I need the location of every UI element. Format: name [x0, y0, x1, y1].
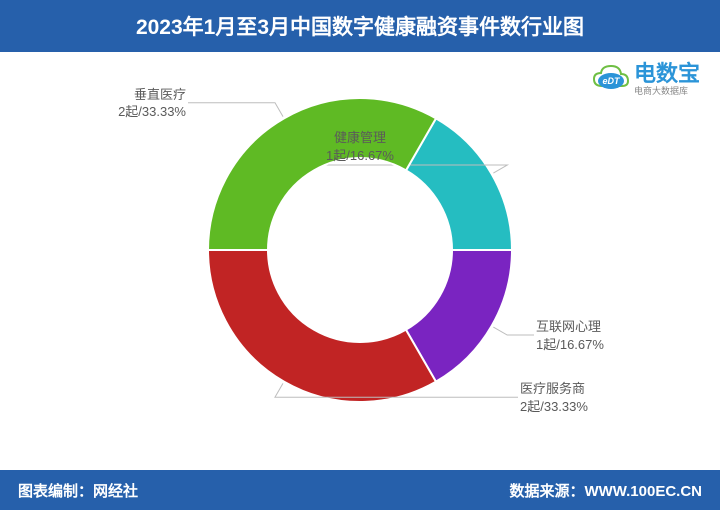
chart-title: 2023年1月至3月中国数字健康融资事件数行业图 — [136, 11, 584, 41]
donut-slice — [208, 98, 436, 250]
logo-cloud-icon: eDT — [590, 62, 630, 96]
slice-name: 健康管理 — [0, 129, 720, 147]
leader-line — [188, 103, 283, 117]
footer-right-label: 数据来源： — [509, 483, 584, 500]
slice-value: 2起/33.33% — [520, 398, 588, 416]
logo-main-text: 电数宝 — [634, 63, 700, 85]
footer-left-value: 网经社 — [93, 483, 138, 500]
brand-logo: eDT 电数宝 电商大数据库 — [590, 62, 700, 96]
svg-text:eDT: eDT — [602, 76, 621, 86]
slice-label: 健康管理1起/16.67% — [0, 129, 720, 164]
donut-slice — [208, 250, 436, 402]
slice-label: 医疗服务商2起/33.33% — [520, 380, 588, 415]
footer-left: 图表编制：网经社 — [18, 480, 138, 501]
footer-right: 数据来源：WWW.100EC.CN — [509, 480, 702, 501]
slice-label: 互联网心理1起/16.67% — [536, 318, 604, 353]
slice-value: 1起/16.67% — [0, 147, 720, 165]
footer-right-value: WWW.100EC.CN — [584, 483, 702, 500]
leader-line — [493, 327, 534, 335]
slice-label: 垂直医疗2起/33.33% — [118, 86, 186, 121]
slice-value: 2起/33.33% — [118, 103, 186, 121]
logo-text-block: 电数宝 电商大数据库 — [634, 63, 700, 96]
footer-bar: 图表编制：网经社 数据来源：WWW.100EC.CN — [0, 470, 720, 510]
footer-left-label: 图表编制： — [18, 483, 93, 500]
slice-name: 医疗服务商 — [520, 380, 588, 398]
slice-value: 1起/16.67% — [536, 336, 604, 354]
slice-name: 互联网心理 — [536, 318, 604, 336]
leader-line — [275, 383, 518, 397]
slice-name: 垂直医疗 — [118, 86, 186, 104]
leader-line — [312, 165, 507, 173]
title-bar: 2023年1月至3月中国数字健康融资事件数行业图 — [0, 0, 720, 52]
logo-sub-text: 电商大数据库 — [634, 87, 700, 96]
donut-slice — [406, 250, 512, 382]
